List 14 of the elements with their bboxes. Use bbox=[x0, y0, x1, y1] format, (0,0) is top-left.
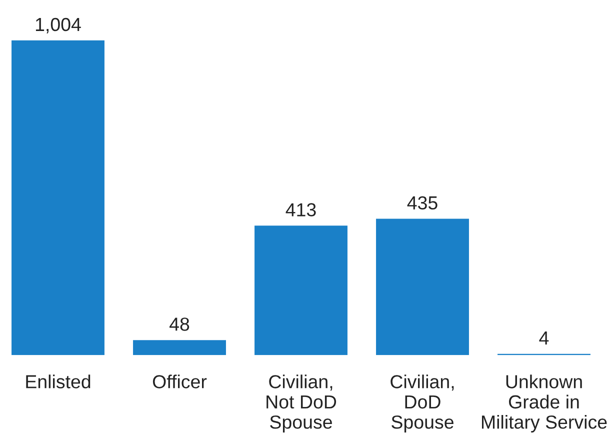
x-tick-label: Unknown Grade in Military Service bbox=[482, 374, 607, 432]
data-label: 48 bbox=[170, 318, 190, 331]
data-label: 435 bbox=[407, 196, 438, 210]
bar bbox=[376, 218, 469, 356]
x-tick-label: Civilian, Not DoD Spouse bbox=[266, 374, 336, 432]
bar bbox=[254, 226, 348, 356]
bar bbox=[12, 40, 104, 356]
x-tick-label: Civilian, DoD Spouse bbox=[390, 374, 454, 432]
x-tick-label: Officer bbox=[152, 374, 207, 388]
x-tick-label: Enlisted bbox=[26, 374, 90, 388]
data-label: 413 bbox=[286, 203, 316, 216]
data-label: 1,004 bbox=[36, 18, 81, 34]
data-label: 4 bbox=[539, 332, 549, 344]
bar bbox=[133, 340, 226, 356]
